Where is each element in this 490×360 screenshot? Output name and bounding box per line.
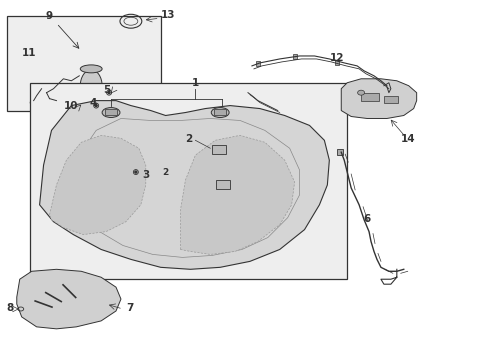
Bar [293, 54, 296, 59]
Text: 3: 3 [143, 170, 150, 180]
Text: 9: 9 [46, 11, 53, 21]
Text: 5: 5 [103, 85, 110, 95]
Bar [105, 109, 117, 114]
Text: 1: 1 [192, 78, 199, 88]
Bar [337, 149, 343, 155]
Circle shape [95, 105, 97, 107]
Ellipse shape [80, 70, 102, 102]
Bar [216, 180, 230, 189]
Polygon shape [40, 100, 329, 269]
Ellipse shape [211, 108, 229, 117]
Bar [256, 62, 260, 66]
Ellipse shape [358, 90, 365, 95]
Bar [214, 109, 226, 114]
Circle shape [108, 92, 110, 94]
Circle shape [135, 171, 137, 173]
Text: 12: 12 [330, 53, 344, 63]
Bar [384, 96, 398, 103]
Text: 7: 7 [126, 303, 133, 313]
Text: 2: 2 [185, 134, 193, 144]
Text: 10: 10 [63, 100, 78, 111]
Polygon shape [341, 79, 416, 118]
Text: 6: 6 [364, 214, 370, 224]
Polygon shape [17, 269, 121, 329]
Text: 11: 11 [22, 48, 36, 58]
Text: 14: 14 [401, 134, 416, 144]
Bar [212, 145, 226, 154]
Polygon shape [49, 135, 146, 235]
Text: 4: 4 [89, 98, 97, 108]
Polygon shape [180, 135, 294, 255]
Ellipse shape [102, 108, 120, 117]
Bar [361, 93, 379, 100]
Text: 8: 8 [6, 303, 14, 313]
FancyBboxPatch shape [30, 83, 347, 279]
FancyBboxPatch shape [7, 16, 161, 111]
Bar [335, 60, 339, 66]
Ellipse shape [80, 65, 102, 73]
Text: 13: 13 [161, 10, 175, 20]
Text: 2: 2 [163, 168, 169, 177]
